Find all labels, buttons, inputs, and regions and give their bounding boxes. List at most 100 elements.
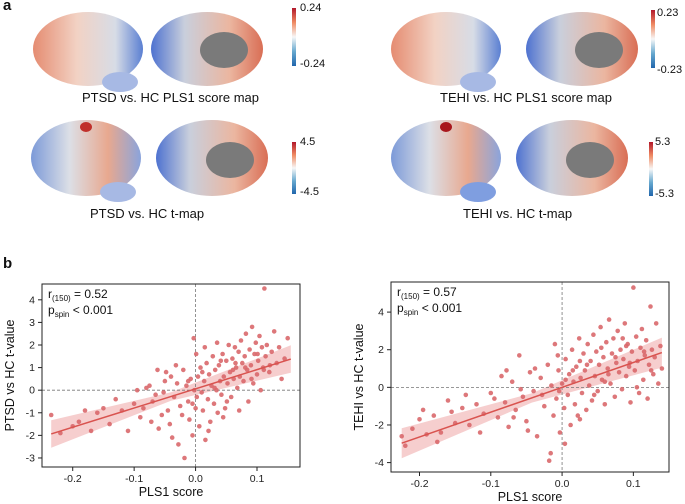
data-point [107,421,112,427]
data-point [199,390,204,395]
y-tick-label: 2 [29,340,35,352]
brain-map-ptsd-pls1 [33,12,263,92]
caption-ptsd-tmap: PTSD vs. HC t-map [90,206,205,221]
colorbar-ptsd-tmap [292,142,296,194]
data-point [588,358,593,364]
data-point [167,421,173,427]
data-point [226,342,231,348]
data-point [173,363,179,368]
colorbar-min-label: -0.23 [657,64,683,76]
y-tick-label: 1 [29,362,35,374]
data-point [585,341,590,347]
data-point [520,394,526,400]
data-point [538,375,543,381]
data-point [584,407,589,413]
data-point [641,349,647,354]
y-tick-label: 3 [29,317,35,329]
data-point [224,399,230,404]
data-point [591,332,596,337]
data-point [211,401,217,406]
data-point [591,392,597,398]
data-point [241,378,246,384]
x-tick-label: -0.2 [410,478,428,490]
data-point [611,336,616,341]
data-point [460,405,465,411]
data-point [634,385,640,390]
data-point [162,378,168,384]
data-point [622,321,628,326]
data-point [225,381,230,386]
data-point [420,407,426,413]
data-point [113,396,118,402]
data-point [648,304,653,309]
data-point [194,394,200,400]
data-point [602,402,608,407]
data-point [149,419,154,425]
data-point [195,374,201,379]
data-point [602,379,608,384]
data-point [499,373,504,379]
data-point [605,366,610,371]
data-point [215,410,220,416]
y-tick-label: -2 [26,430,35,442]
data-point [254,372,260,377]
data-point [581,351,586,356]
data-point [76,419,82,425]
x-tick-label: -0.1 [125,473,143,485]
data-point [249,376,254,382]
x-axis-label: PLS1 score [498,490,563,504]
data-point [410,426,415,431]
data-point [202,345,208,350]
data-point [509,379,515,384]
data-point [220,415,226,420]
data-point [438,430,444,435]
data-point [285,335,291,341]
data-point [601,354,606,360]
data-point [552,341,558,347]
data-point [546,458,552,463]
data-point [586,383,592,388]
data-point [636,390,642,396]
data-point [257,333,262,339]
data-point [645,396,650,401]
data-point [210,354,216,359]
data-point [212,385,217,391]
data-point [638,345,643,351]
data-point [556,388,562,394]
scatter-plot-tehi: -0.2 -0.1 0.0 0.1 -4 -2 0 2 4 PLS1 score TEHI vs H… [352,281,670,504]
data-point [205,396,211,402]
data-point [238,338,244,343]
data-point [474,402,479,407]
data-point [628,400,633,405]
data-point [236,349,241,355]
data-point [221,374,227,379]
data-point [561,405,567,411]
data-point [575,413,581,418]
data-point [181,367,186,373]
data-point [399,434,404,439]
data-point [233,360,238,366]
data-point [219,392,224,397]
data-point [568,422,573,428]
data-point [212,367,218,373]
data-point [621,356,626,362]
data-point [198,365,203,370]
data-point [206,428,211,434]
data-point [582,368,588,373]
x-tick-label: -0.2 [64,473,82,485]
data-point [243,331,249,336]
data-point [224,358,229,364]
data-point [138,415,143,420]
axes-frame [41,283,301,468]
data-point [201,378,207,384]
data-point [578,375,583,381]
colorbar-max-label: 0.23 [657,7,679,19]
data-point [165,408,171,413]
brain-map-tehi-tmap [391,120,628,202]
data-point [264,342,270,348]
data-point [279,376,284,382]
data-point [542,403,547,409]
data-point [261,367,267,373]
x-tick-label: 0.1 [626,478,641,490]
data-point [598,324,603,330]
